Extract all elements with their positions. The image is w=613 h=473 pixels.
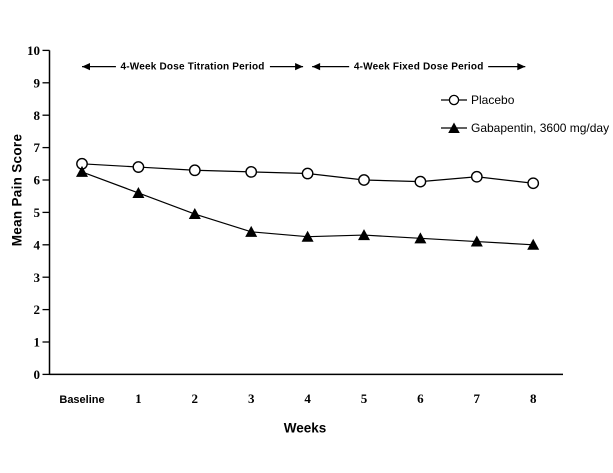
y-tick-label: 9 [34, 75, 41, 90]
placebo-marker [527, 177, 540, 190]
x-tick-label: 6 [417, 391, 424, 406]
gabapentin-3600-mg-day-marker [132, 186, 145, 198]
filled-triangle-marker-icon [441, 122, 467, 133]
4-week-fixed-dose-period-label: 4-Week Fixed Dose Period [348, 61, 489, 73]
x-tick-label: 2 [192, 391, 199, 406]
placebo-marker [414, 175, 427, 188]
y-tick-label: 2 [34, 302, 41, 317]
x-tick-label: 7 [474, 391, 481, 406]
x-axis-title: Weeks [283, 420, 327, 436]
legend-label-placebo: Placebo [471, 93, 515, 107]
legend-label-gabapentin: Gabapentin, 3600 mg/day [471, 121, 610, 135]
y-tick-label: 5 [34, 205, 41, 220]
arrowhead-right-icon [295, 63, 304, 71]
x-tick-label: 1 [135, 391, 142, 406]
y-tick-label: 10 [27, 43, 40, 58]
legend-item-placebo: Placebo [441, 91, 609, 109]
x-tick-label: 8 [530, 391, 537, 406]
gabapentin-3600-mg-day-marker [301, 230, 314, 242]
y-tick-label: 6 [34, 173, 41, 188]
gabapentin-3600-mg-day-marker [188, 208, 201, 220]
x-tick-label: Baseline [59, 394, 104, 406]
placebo-marker [132, 161, 145, 173]
y-tick-label: 3 [34, 270, 41, 285]
open-circle-marker-icon [441, 94, 467, 106]
y-tick-label: 7 [34, 140, 41, 155]
x-tick-label: 4 [304, 391, 311, 406]
placebo-marker [245, 165, 258, 178]
y-tick-label: 4 [34, 237, 41, 252]
placebo-marker [470, 170, 483, 183]
x-tick-label: 3 [248, 391, 255, 406]
gabapentin-3600-mg-day-marker [245, 225, 258, 237]
gabapentin-3600-mg-day-marker [527, 238, 540, 250]
arrowhead-left-icon [82, 63, 90, 71]
legend: Placebo Gabapentin, 3600 mg/day [441, 91, 609, 147]
placebo-marker [358, 174, 370, 186]
gabapentin-3600-mg-day-marker [76, 165, 88, 177]
placebo-marker [301, 167, 314, 180]
gabapentin-3600-mg-day-marker [470, 235, 483, 247]
arrowhead-left-icon [312, 63, 321, 71]
y-tick-label: 8 [34, 108, 41, 123]
placebo-marker [188, 164, 201, 177]
gabapentin-3600-mg-day-marker [414, 232, 427, 244]
y-axis-title: Mean Pain Score [9, 133, 25, 247]
arrowhead-right-icon [517, 63, 526, 71]
legend-item-gabapentin: Gabapentin, 3600 mg/day [441, 119, 609, 137]
gabapentin-3600-mg-day-marker [358, 229, 370, 241]
y-tick-label: 1 [34, 335, 41, 350]
4-week-dose-titration-period-label: 4-Week Dose Titration Period [115, 61, 270, 73]
y-tick-label: 0 [34, 367, 41, 382]
x-tick-label: 5 [361, 391, 368, 406]
